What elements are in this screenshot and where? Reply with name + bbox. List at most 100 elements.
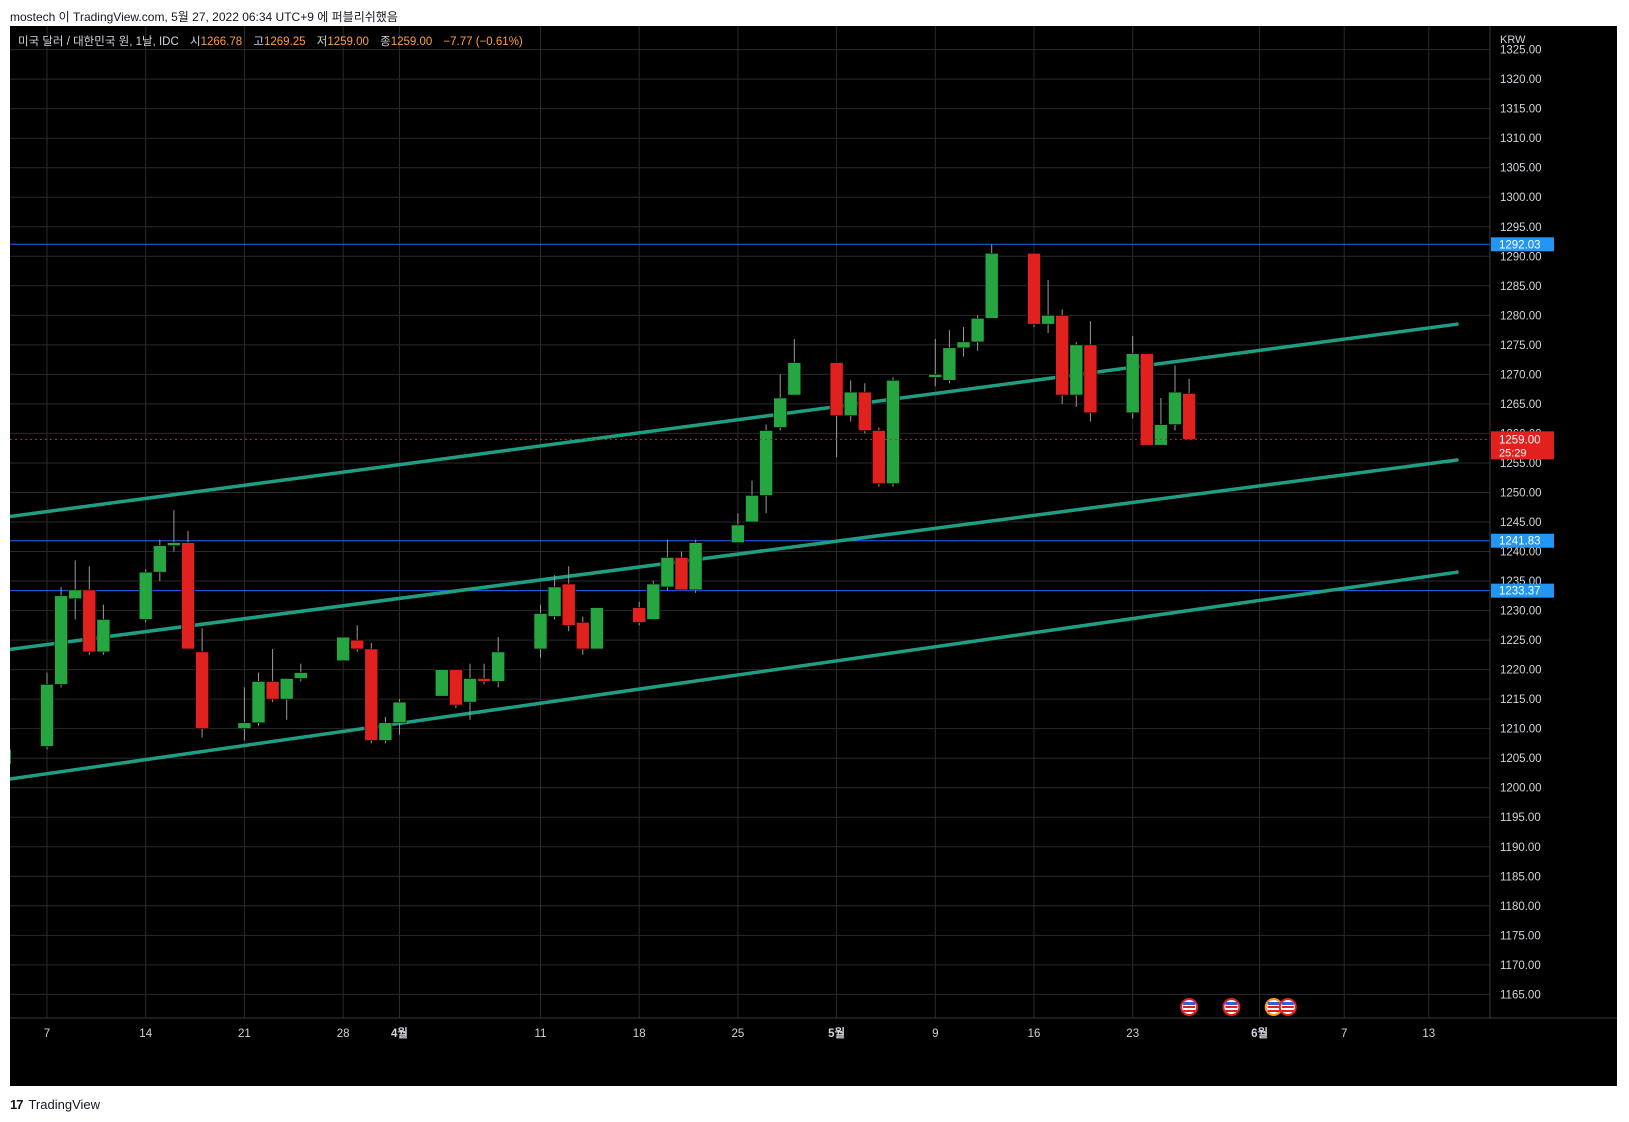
flag-stripe-icon [1225,1006,1238,1008]
price-line-label-bg [1491,533,1554,548]
candlestick-chart[interactable]: KRW 1165.00 1170.00 1175.00 1180.00 1185.00 1… [0,26,1617,1086]
candle-up [590,607,604,650]
candle-up [547,586,562,617]
price-line-label: 1233.37 [1499,586,1541,598]
price-tick-label: 1255.00 [1500,458,1542,470]
candle-down [195,651,209,729]
price-tick-label: 1225.00 [1500,635,1542,647]
legend-open-value: 1266.78 [201,36,243,48]
time-tick-label: 11 [535,1028,547,1040]
price-tick-label: 1240.00 [1500,547,1542,559]
candle-down [1055,315,1069,396]
candle-down [872,430,886,484]
time-tick-label: 14 [139,1028,152,1040]
chart-frame[interactable]: KRW 1165.00 1170.00 1175.00 1180.00 1185.00 1… [0,26,1617,1086]
flag-stripe-icon [1281,1006,1294,1008]
price-tick-label: 1230.00 [1500,606,1542,618]
price-tick-label: 1220.00 [1500,665,1542,677]
price-tick-label: 1305.00 [1500,163,1542,175]
candle-up [660,557,675,588]
trend-line [0,570,1459,783]
legend-high-value: 1269.25 [264,36,306,48]
candle-up [138,571,153,620]
bar-countdown-label: 25:29 [1499,447,1527,459]
legend-close-label: 종 [380,36,391,48]
price-tick-label: 1175.00 [1500,930,1541,942]
candle-up [251,681,266,724]
time-tick-label: 4월 [391,1026,408,1040]
flag-stripe-icon [1183,1006,1196,1008]
candle-up [237,722,252,729]
event-markers[interactable] [1180,998,1297,1016]
candle-up [942,347,957,381]
price-tick-label: 1205.00 [1500,753,1542,765]
current-price-label-bg [1491,431,1554,460]
candle-up [1154,424,1168,446]
flag-stripe-icon [1225,1010,1238,1012]
time-tick-label: 6월 [1251,1026,1268,1040]
candle-up [1069,344,1084,396]
candle-up [40,684,54,747]
price-tick-label: 1290.00 [1500,251,1542,263]
flag-canton-icon [1183,1002,1196,1005]
price-tick-label: 1315.00 [1500,104,1542,116]
currency-label: KRW [1500,34,1526,46]
candle-up [293,672,308,679]
candle-up [646,583,661,620]
candle-down [674,557,689,591]
price-tick-label: 1245.00 [1500,517,1542,529]
price-tick-label: 1250.00 [1500,487,1542,499]
candle-up [167,542,181,546]
price-tick-label: 1195.00 [1500,812,1541,824]
legend-close-value: 1259.00 [391,36,433,48]
price-tick-label: 1190.00 [1500,842,1541,854]
price-tick-label: 1310.00 [1500,133,1542,145]
tradingview-footer[interactable]: 17 TradingView [10,1097,100,1112]
price-line-label-bg [1491,583,1554,598]
candle-down [857,391,872,431]
time-tick-label: 9 [932,1028,938,1040]
candle-down [265,681,280,700]
price-tick-label: 1185.00 [1500,871,1541,883]
candle-up [533,613,548,650]
candle-down [1140,353,1154,446]
chart-background [10,26,1617,1086]
candle-down [449,669,463,706]
time-tick-label: 16 [1028,1028,1041,1040]
candle-down [477,678,491,682]
price-tick-label: 1200.00 [1500,783,1542,795]
trend-line [0,458,1459,653]
time-tick-label: 13 [1422,1028,1435,1040]
flag-canton-icon [1281,1002,1294,1005]
candle-up [773,397,788,428]
candle-up [1125,353,1140,414]
flag-stripe-icon [1267,1006,1280,1008]
candle-up [434,669,449,697]
candle-up [54,595,68,685]
legend-low-value: 1259.00 [327,36,369,48]
candle-down [561,583,576,626]
current-price-label: 1259.00 [1499,434,1541,446]
candle-up [0,749,12,765]
time-axis[interactable]: 7 14 21 28 4월 11 18 25 5월 9 16 23 6월 7 13 [44,1026,1435,1040]
candle-up [392,701,407,724]
tradingview-brand: TradingView [28,1097,101,1112]
candle-up [1168,391,1182,425]
candle-down [575,622,590,650]
horizontal-lines [10,243,1490,592]
candle-up [463,678,477,703]
price-line-label: 1241.83 [1499,536,1541,548]
price-tick-label: 1165.00 [1500,989,1541,1001]
candle-up [68,589,83,600]
time-tick-label: 23 [1126,1028,1139,1040]
candle-up [491,651,506,682]
candle-up [1041,315,1055,325]
candle-down [632,607,647,623]
flag-canton-icon [1267,1002,1280,1005]
price-tick-label: 1300.00 [1500,192,1542,204]
candle-up [378,722,393,741]
price-tick-label: 1285.00 [1500,281,1542,293]
publish-caption: mostech 이 TradingView.com, 5월 27, 2022 0… [10,10,398,24]
time-tick-label: 7 [1341,1028,1347,1040]
